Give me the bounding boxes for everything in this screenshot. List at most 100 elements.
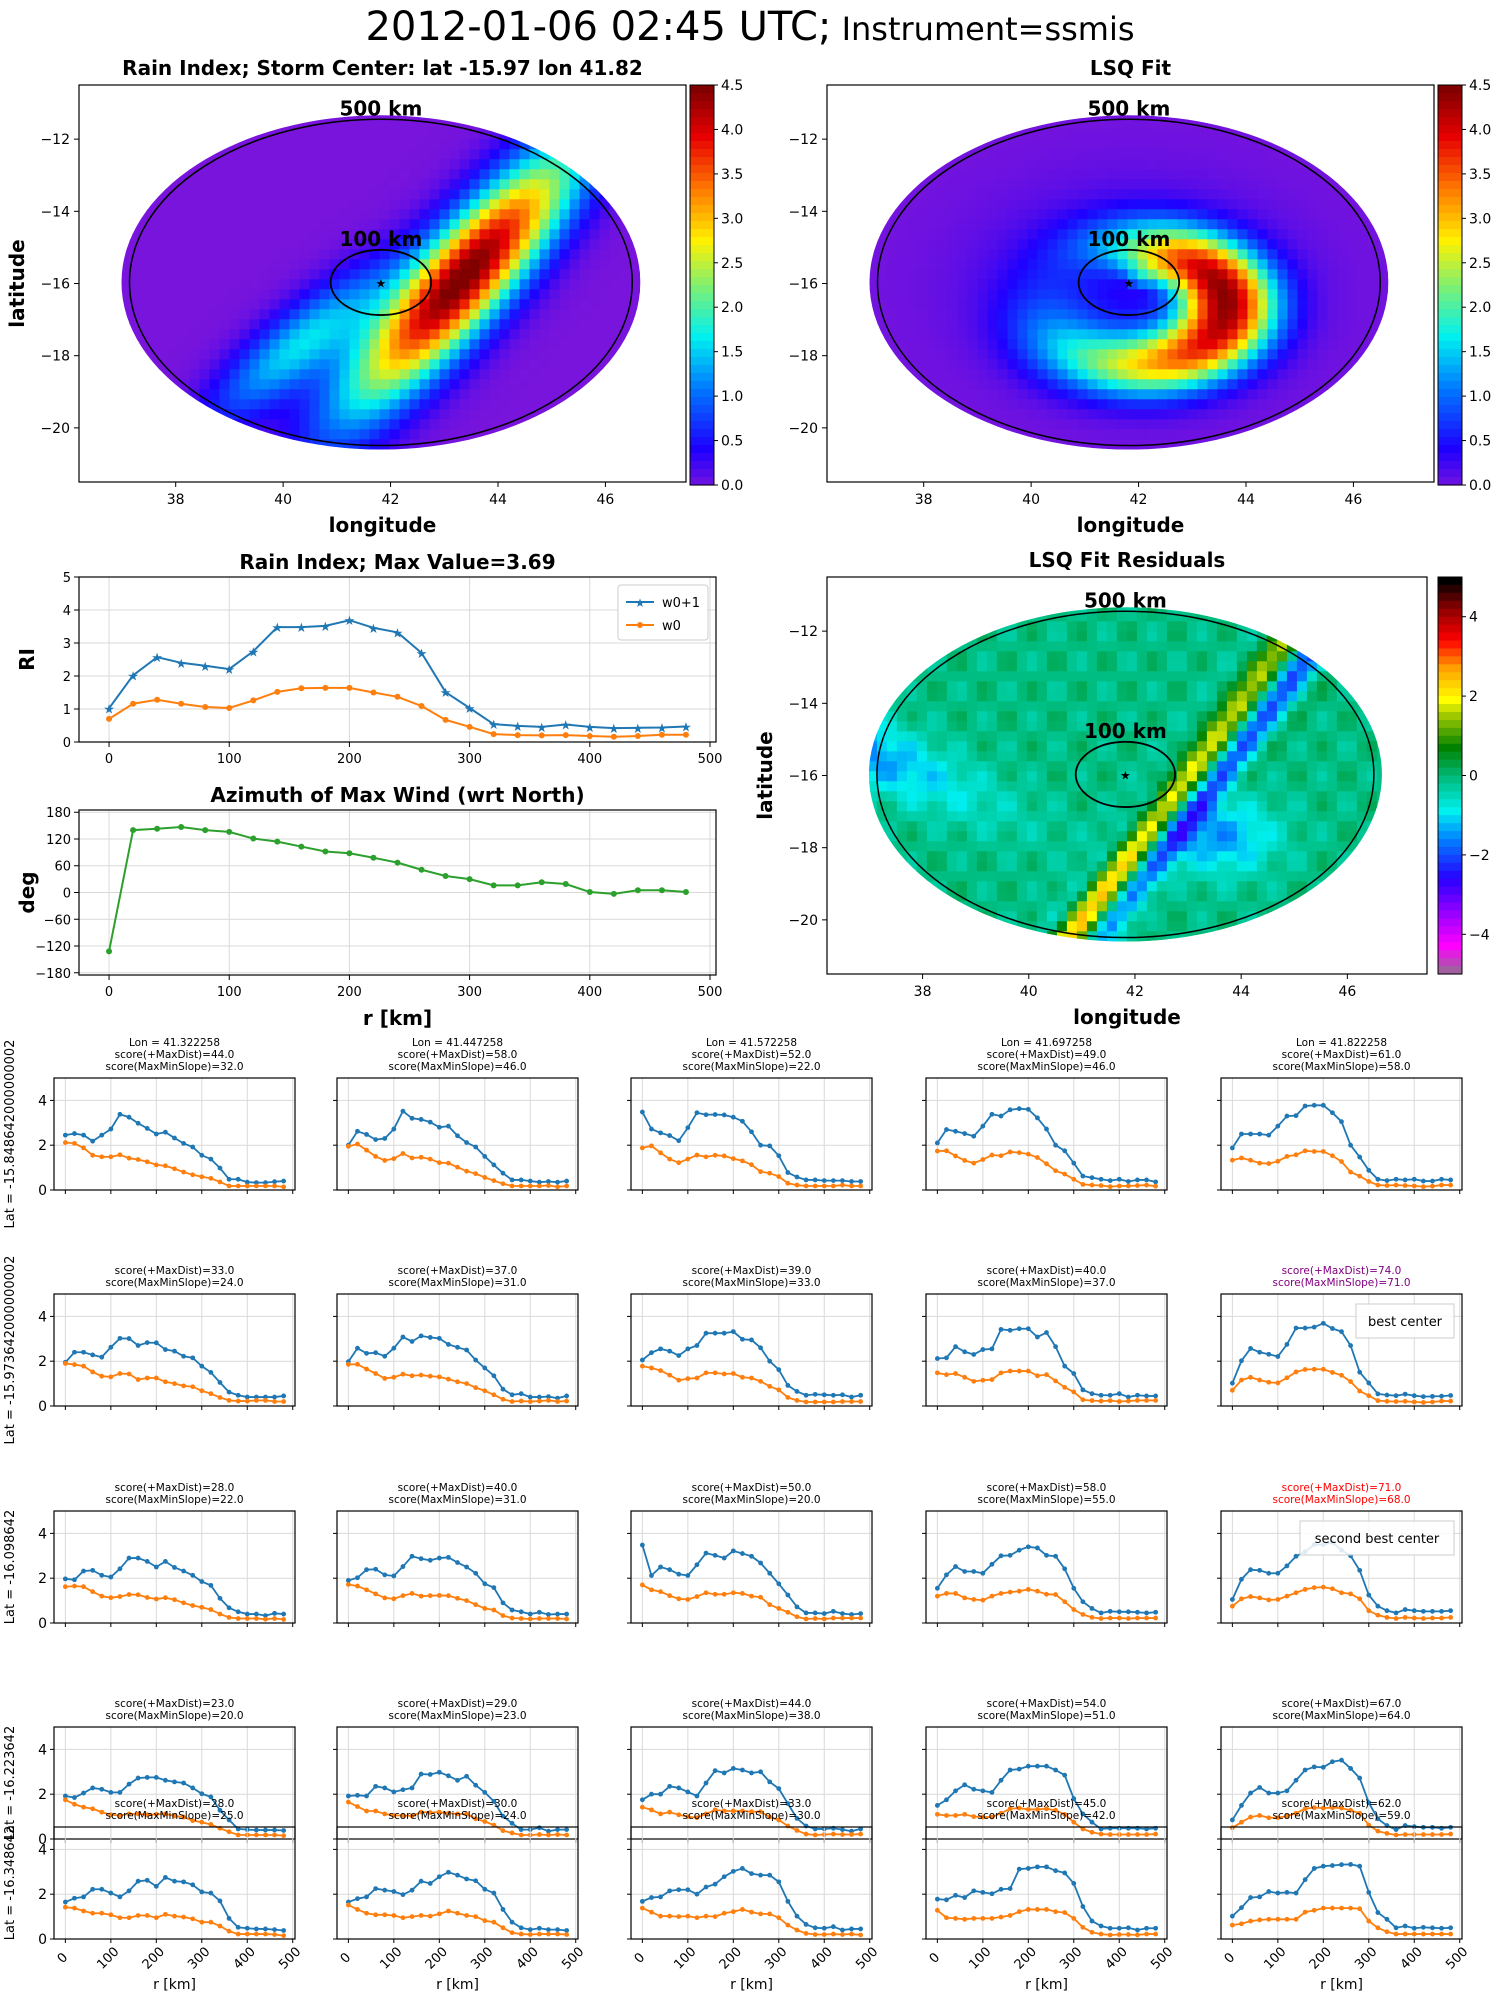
map-cell	[1287, 349, 1298, 360]
map-cell	[1116, 661, 1128, 672]
map-cell	[986, 761, 998, 772]
map-cell	[906, 851, 918, 862]
map-cell	[1187, 249, 1198, 260]
map-cell	[897, 119, 908, 130]
map-cell	[1347, 319, 1358, 330]
map-cell	[1077, 429, 1088, 440]
x-tick-label: 400	[577, 752, 602, 767]
map-cell	[1106, 821, 1118, 832]
map-cell	[449, 439, 460, 450]
map-cell	[299, 299, 310, 310]
map-cell	[259, 409, 270, 420]
map-cell	[868, 821, 878, 832]
map-cell	[1036, 871, 1048, 882]
map-cell	[907, 279, 918, 290]
map-cell	[329, 199, 340, 210]
map-cell	[469, 279, 480, 290]
map-cell	[1237, 299, 1248, 310]
map-cell	[439, 239, 450, 250]
map-cell	[639, 179, 641, 190]
map-cell	[249, 249, 260, 260]
colorbar-segment	[1438, 245, 1462, 254]
data-point	[610, 733, 617, 740]
map-cell	[976, 931, 988, 942]
map-cell	[876, 771, 888, 782]
map-cell	[917, 219, 928, 230]
map-cell	[469, 179, 480, 190]
colorbar-segment	[690, 221, 714, 230]
map-cell	[559, 259, 570, 270]
x-axis-label: longitude	[329, 513, 437, 537]
map-cell	[1127, 379, 1138, 390]
map-cell	[619, 449, 630, 450]
map-cell	[1107, 269, 1118, 280]
map-cell	[1197, 389, 1208, 400]
map-cell	[569, 309, 580, 320]
map-cell	[896, 741, 908, 752]
map-cell	[956, 607, 968, 612]
map-cell	[946, 781, 958, 792]
map-cell	[1107, 439, 1118, 450]
map-cell	[896, 651, 908, 662]
map-cell	[409, 369, 420, 380]
map-cell	[139, 115, 150, 120]
map-cell	[599, 249, 610, 260]
data-point-star: ★	[151, 651, 163, 666]
x-tick-label: 500	[698, 752, 723, 767]
map-cell	[499, 249, 510, 260]
colorbar-segment	[690, 109, 714, 118]
map-cell	[419, 369, 430, 380]
map-cell	[997, 329, 1008, 340]
map-cell	[439, 209, 450, 220]
map-cell	[189, 269, 200, 280]
map-cell	[409, 359, 420, 370]
map-cell	[599, 239, 610, 250]
map-cell	[1016, 651, 1028, 662]
map-cell	[609, 369, 620, 380]
map-cell	[906, 891, 918, 902]
map-cell	[1137, 399, 1148, 410]
map-cell	[1116, 711, 1128, 722]
map-cell	[199, 219, 210, 230]
map-cell	[349, 169, 360, 180]
data-point-star: ★	[392, 626, 404, 641]
map-cell	[499, 239, 510, 250]
map-cell	[1076, 871, 1088, 882]
map-cell	[629, 289, 640, 300]
map-cell	[1187, 429, 1198, 440]
data-point-star: ★	[584, 721, 596, 736]
map-cell	[1267, 299, 1278, 310]
map-cell	[239, 409, 250, 420]
map-cell	[1007, 399, 1018, 410]
map-cell	[519, 309, 530, 320]
map-cell	[1227, 429, 1238, 440]
map-cell	[489, 259, 500, 270]
map-cell	[927, 169, 938, 180]
map-cell	[956, 841, 968, 852]
map-cell	[1157, 179, 1168, 190]
map-cell	[499, 149, 510, 160]
map-cell	[1237, 279, 1248, 290]
x-tick-label: 44	[1237, 492, 1255, 508]
map-cell	[639, 259, 641, 270]
map-cell	[1117, 129, 1128, 140]
map-cell	[966, 611, 978, 622]
map-cell	[1257, 379, 1268, 390]
map-cell	[986, 881, 998, 892]
map-cell	[409, 349, 420, 360]
map-cell	[479, 349, 490, 360]
data-point	[106, 715, 113, 722]
map-cell	[1016, 931, 1028, 942]
map-cell	[1257, 349, 1268, 360]
map-cell	[1047, 309, 1058, 320]
map-cell	[1287, 259, 1298, 270]
map-cell	[1197, 189, 1208, 200]
map-cell	[1227, 449, 1238, 450]
map-cell	[149, 279, 160, 290]
map-cell	[977, 369, 988, 380]
map-cell	[1086, 751, 1098, 762]
map-cell	[289, 339, 300, 350]
map-cell	[986, 691, 998, 702]
map-cell	[1046, 711, 1058, 722]
map-cell	[1287, 119, 1298, 130]
